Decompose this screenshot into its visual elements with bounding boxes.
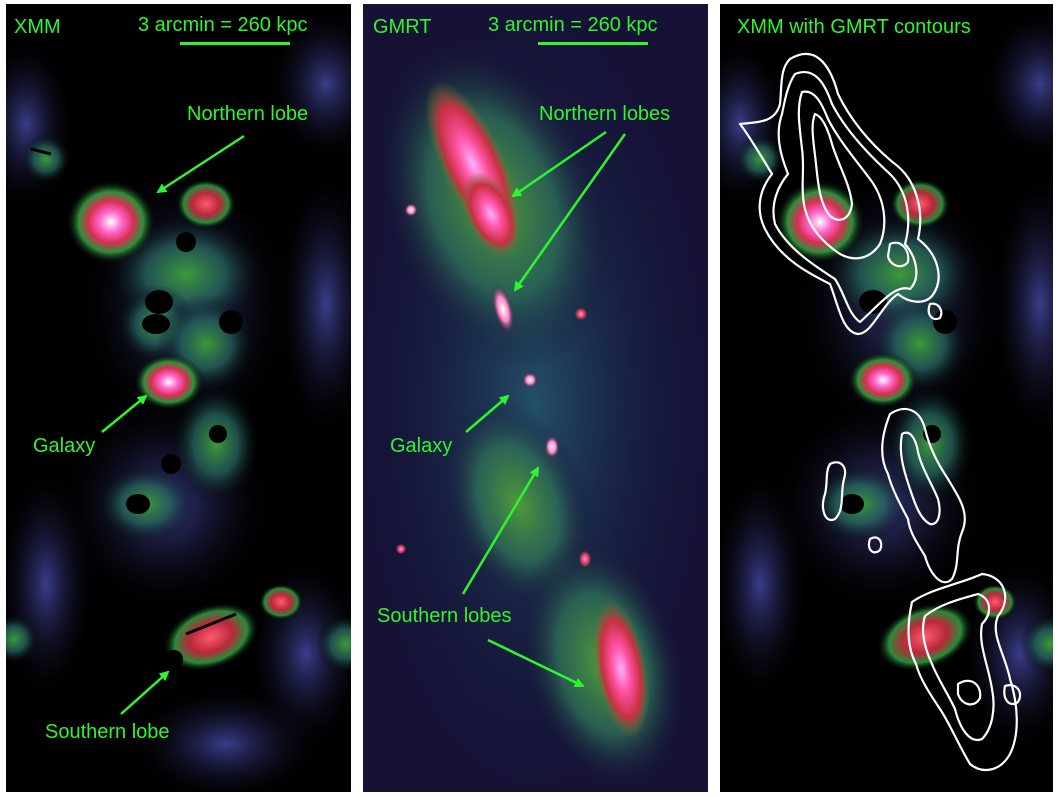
panel-title: GMRT [373, 16, 432, 38]
northern-lobe-label: Northern lobe [187, 103, 309, 125]
scale-bar [180, 42, 290, 45]
scale-bar [538, 42, 648, 45]
panel-title: XMM [14, 16, 61, 38]
southern-lobes-label: Southern lobes [377, 605, 512, 627]
northern-lobes-label: Northern lobes [539, 103, 671, 125]
panel-title: XMM with GMRT contours [737, 16, 971, 38]
scale-label: 3 arcmin = 260 kpc [138, 14, 308, 36]
galaxy-label: Galaxy [390, 435, 453, 457]
galaxy-label: Galaxy [33, 435, 96, 457]
gmrt-panel: GMRT 3 arcmin = 260 kpc Northern lobes G… [363, 4, 708, 792]
southern-lobe-label: Southern lobe [45, 721, 170, 743]
scale-label: 3 arcmin = 260 kpc [488, 14, 658, 36]
overlay-panel: XMM with GMRT contours [720, 4, 1053, 792]
overlay-image [720, 4, 1053, 792]
xmm-panel: XMM 3 arcmin = 260 kpc Northern lobe Gal… [6, 4, 351, 792]
